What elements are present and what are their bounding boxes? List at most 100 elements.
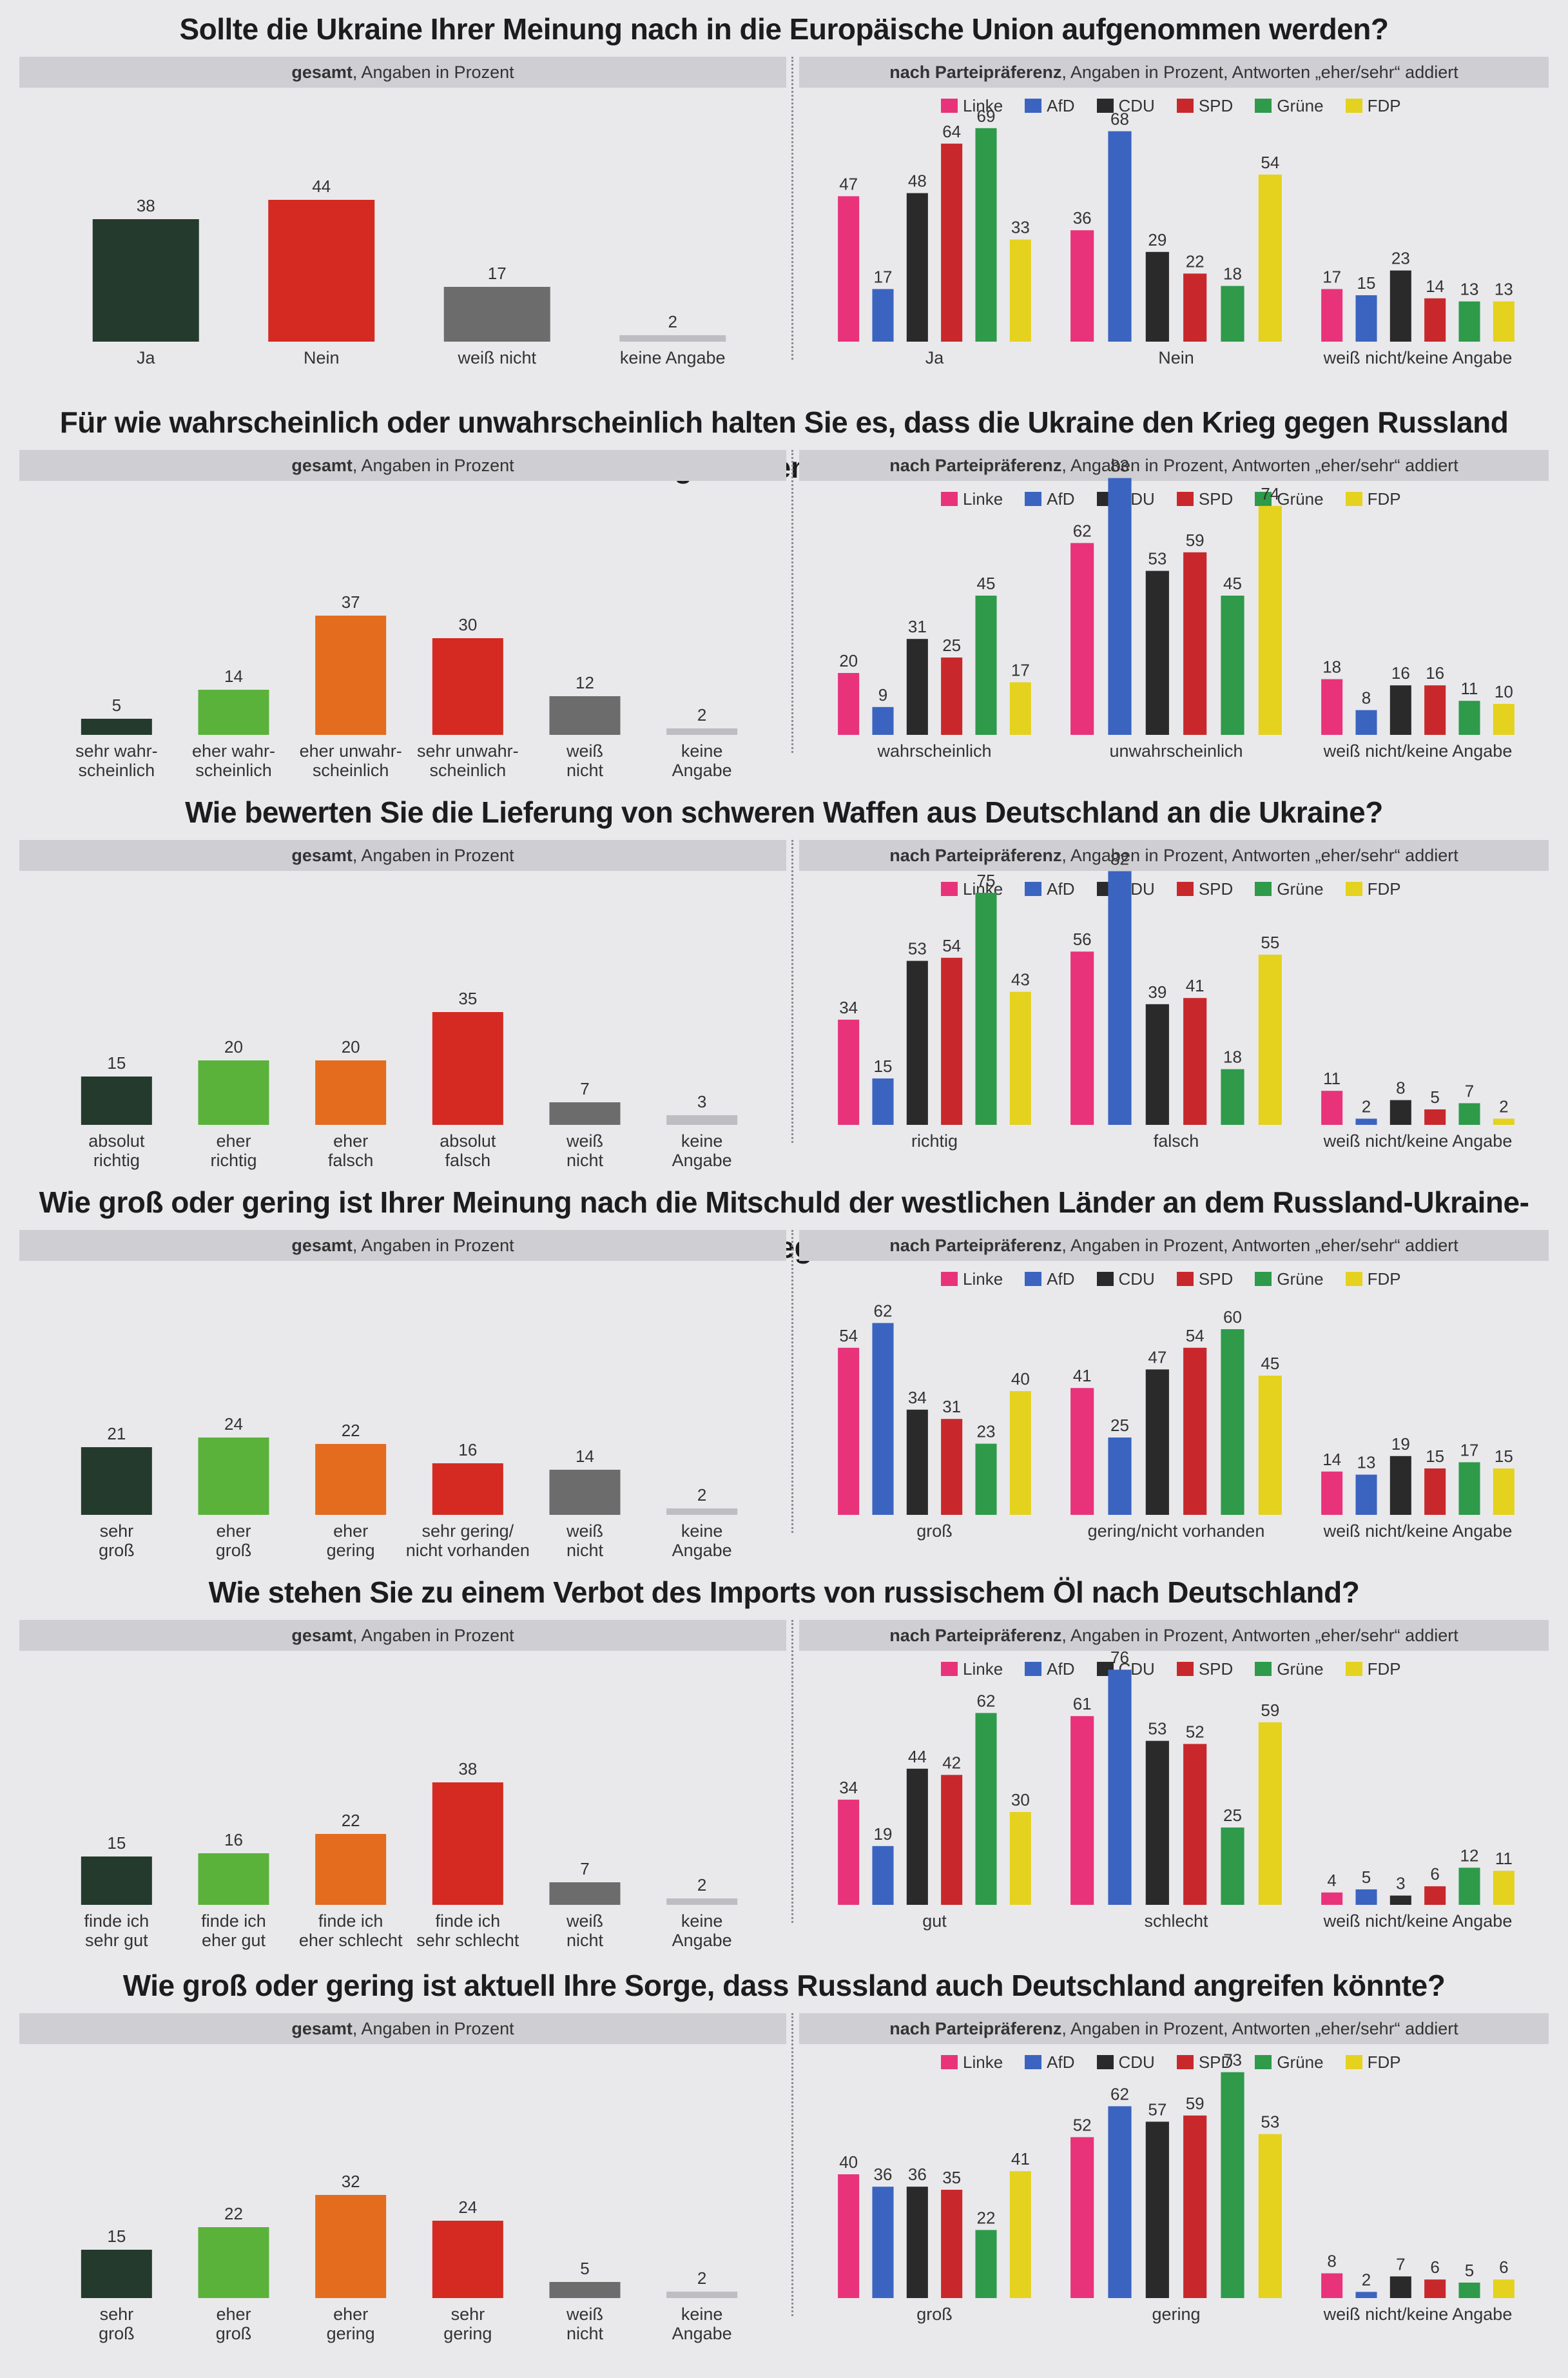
party-value-label: 4 <box>1327 1871 1336 1890</box>
legend-swatch <box>1025 1272 1042 1286</box>
legend-swatch <box>1176 99 1194 113</box>
legend-label: FDP <box>1367 489 1401 509</box>
overall-category-label: weiß nicht <box>457 348 536 367</box>
overall-category-label: sehr groß <box>99 2305 135 2343</box>
party-bar <box>1389 2276 1411 2298</box>
party-group-label: falsch <box>1154 1131 1199 1151</box>
party-bar <box>1009 682 1031 735</box>
header-party-bold: nach Parteipräferenz <box>889 2019 1062 2038</box>
party-bar <box>1009 239 1031 342</box>
overall-value-label: 24 <box>458 2198 477 2217</box>
party-value-label: 34 <box>908 1388 927 1407</box>
party-bar <box>1493 1118 1515 1125</box>
party-legend: Linke AfD CDU SPD Grüne FDP <box>941 2049 1401 2075</box>
overall-category-label: finde ich sehr gut <box>84 1911 150 1950</box>
overall-value-label: 20 <box>224 1037 243 1057</box>
party-group-label: schlecht <box>1144 1911 1208 1931</box>
party-group-label: gering/nicht vorhanden <box>1088 1521 1265 1541</box>
overall-bar <box>315 1060 387 1125</box>
overall-bar <box>198 1853 269 1905</box>
party-bar <box>1221 1329 1244 1515</box>
overall-value-label: 22 <box>224 2204 243 2223</box>
party-bar <box>1258 1722 1282 1905</box>
party-value-label: 6 <box>1430 1864 1439 1884</box>
overall-value-label: 15 <box>107 2227 126 2246</box>
party-bar <box>1183 1744 1207 1905</box>
party-bar <box>1258 174 1282 342</box>
legend-item: AfD <box>1025 1656 1075 1682</box>
party-value-label: 60 <box>1223 1307 1242 1327</box>
party-value-label: 53 <box>1148 549 1166 569</box>
party-bar <box>941 658 963 735</box>
overall-value-label: 7 <box>580 1859 589 1878</box>
party-value-label: 44 <box>908 1747 927 1766</box>
legend-label: SPD <box>1198 96 1234 115</box>
legend-item: SPD <box>1176 486 1233 512</box>
legend-label: AfD <box>1047 1659 1075 1679</box>
header-overall: gesamt, Angaben in Prozent <box>19 1230 786 1261</box>
legend-item: FDP <box>1345 93 1401 119</box>
legend-item: SPD <box>1176 2049 1233 2075</box>
party-value-label: 62 <box>874 1301 893 1320</box>
party-group-label: gering <box>1152 2305 1200 2324</box>
legend-item: AfD <box>1025 2049 1075 2075</box>
party-group-label: groß <box>916 2305 953 2324</box>
legend-item: CDU <box>1096 2049 1155 2075</box>
legend-swatch <box>1255 882 1272 896</box>
party-bar <box>1458 1462 1480 1515</box>
overall-value-label: 2 <box>697 705 706 725</box>
column-divider <box>791 840 793 1143</box>
party-value-label: 55 <box>1261 933 1279 952</box>
overall-value-label: 17 <box>488 264 507 283</box>
header-party-bold: nach Parteipräferenz <box>889 1626 1062 1645</box>
party-value-label: 5 <box>1362 1867 1371 1887</box>
legend-item: Grüne <box>1255 93 1324 119</box>
overall-category-label: finde ich eher gut <box>201 1911 266 1950</box>
party-bar <box>906 1768 928 1905</box>
party-value-label: 54 <box>1186 1326 1205 1345</box>
legend-label: Grüne <box>1277 1269 1324 1289</box>
overall-value-label: 35 <box>458 989 477 1008</box>
party-value-label: 69 <box>977 106 996 126</box>
party-value-label: 53 <box>908 939 927 959</box>
overall-value-label: 20 <box>342 1037 360 1057</box>
legend-item: Grüne <box>1255 1656 1324 1682</box>
party-value-label: 41 <box>1073 1366 1092 1385</box>
overall-bar <box>315 1444 387 1515</box>
legend-label: CDU <box>1118 96 1155 115</box>
column-divider <box>791 57 793 360</box>
party-bar <box>1108 478 1132 735</box>
party-bar <box>838 1347 860 1515</box>
party-value-label: 62 <box>1110 2084 1129 2103</box>
party-value-label: 17 <box>1011 660 1030 679</box>
question-block: Sollte die Ukraine Ihrer Meinung nach in… <box>19 6 1549 393</box>
party-group-label: weiß nicht/keine Angabe <box>1323 2305 1513 2324</box>
legend-swatch <box>1345 1272 1362 1286</box>
party-bar <box>838 1799 860 1905</box>
header-overall-rest: , Angaben in Prozent <box>352 846 514 865</box>
party-bar <box>872 2187 894 2298</box>
overall-bar <box>666 2292 738 2298</box>
party-bar <box>872 1846 894 1905</box>
party-bar <box>1321 1091 1343 1125</box>
legend-item: Grüne <box>1255 2049 1324 2075</box>
overall-value-label: 2 <box>697 1875 706 1895</box>
legend-swatch <box>941 1662 958 1676</box>
question-block: Wie stehen Sie zu einem Verbot des Impor… <box>19 1570 1549 1956</box>
party-value-label: 76 <box>1110 1648 1129 1667</box>
party-bar <box>1009 991 1031 1125</box>
overall-category-label: sehr gering <box>443 2305 492 2343</box>
legend-label: CDU <box>1118 2052 1155 2072</box>
party-value-label: 47 <box>839 174 858 193</box>
chart-svg: 21 sehr groß 24 eher groß 22 eher gering 16 sehr g… <box>81 1301 1515 1560</box>
party-bar <box>1070 230 1094 342</box>
overall-bar <box>81 1077 152 1125</box>
party-value-label: 15 <box>1357 273 1376 293</box>
party-bar <box>1108 1438 1132 1515</box>
chart-svg: 15 absolut richtig 20 eher richtig 20 eher falsc… <box>81 849 1515 1170</box>
legend-swatch <box>1176 1662 1194 1676</box>
header-party-bold: nach Parteipräferenz <box>889 846 1062 865</box>
overall-category-label: keine Angabe <box>672 2305 732 2343</box>
party-bar <box>941 143 963 342</box>
legend-item: SPD <box>1176 1266 1233 1292</box>
